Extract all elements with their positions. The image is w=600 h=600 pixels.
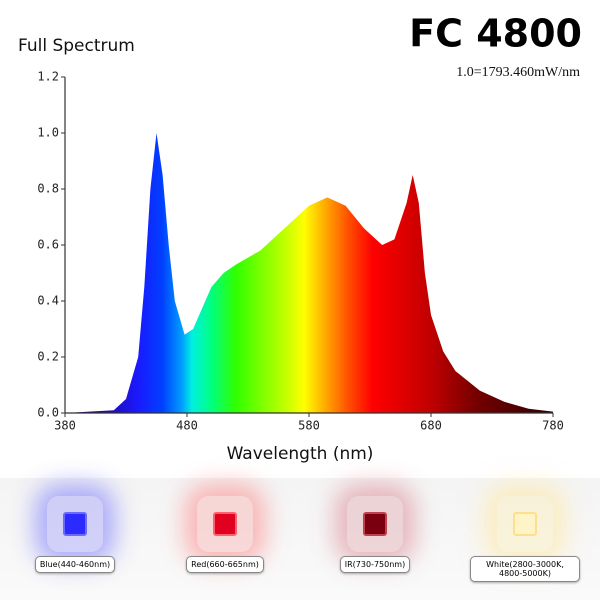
chart-title: FC 4800: [409, 12, 582, 56]
y-tick-label: 0.6: [37, 238, 59, 252]
led-icon: [197, 496, 253, 552]
x-axis-label: Wavelength (nm): [227, 444, 374, 464]
y-tick-label: 0.4: [37, 294, 59, 308]
legend-item: Red(660-665nm): [150, 478, 300, 600]
legend-label: Red(660-665nm): [186, 556, 264, 573]
led-icon: [497, 496, 553, 552]
legend-item: White(2800-3000K, 4800-5000K): [450, 478, 600, 600]
legend-label: White(2800-3000K, 4800-5000K): [470, 556, 580, 582]
led-chip: [63, 512, 87, 536]
x-tick-label: 780: [542, 419, 564, 433]
x-tick-label: 580: [298, 419, 320, 433]
y-tick-label: 1.2: [37, 70, 59, 84]
y-tick-label: 0.8: [37, 182, 59, 196]
x-tick-label: 480: [176, 419, 198, 433]
led-legend: Blue(440-460nm) Red(660-665nm) IR(730-75…: [0, 478, 600, 600]
spectrum-area: [65, 133, 553, 413]
x-tick-label: 680: [420, 419, 442, 433]
y-tick-label: 1.0: [37, 126, 59, 140]
legend-label: IR(730-750nm): [339, 556, 411, 573]
led-icon: [47, 496, 103, 552]
annotation: 1.0=1793.460mW/nm: [456, 65, 580, 80]
legend-item: IR(730-750nm): [300, 478, 450, 600]
chart: Full Spectrum FC 4800 1.0=1793.460mW/nm …: [18, 12, 582, 465]
led-icon: [347, 496, 403, 552]
y-tick-label: 0.0: [37, 406, 59, 420]
led-chip: [213, 512, 237, 536]
led-chip: [363, 512, 387, 536]
legend-item: Blue(440-460nm): [0, 478, 150, 600]
chart-subtitle: Full Spectrum: [18, 36, 135, 56]
led-chip: [513, 512, 537, 536]
y-tick-label: 0.2: [37, 350, 59, 364]
x-tick-label: 380: [54, 419, 76, 433]
legend-label: Blue(440-460nm): [34, 556, 116, 573]
